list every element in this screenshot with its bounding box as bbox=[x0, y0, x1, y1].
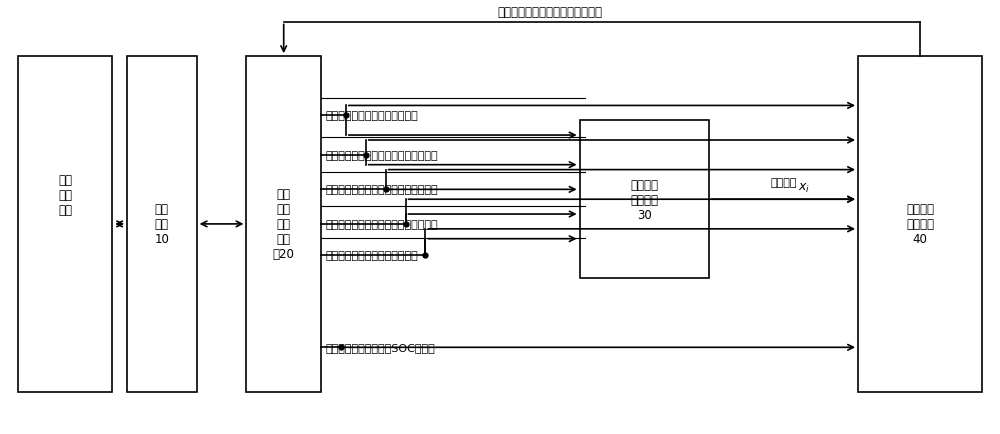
Text: 贪心算法
控制模块
30: 贪心算法 控制模块 30 bbox=[630, 178, 658, 221]
Bar bbox=[246, 57, 321, 392]
Text: 功率分配
控制模块
40: 功率分配 控制模块 40 bbox=[906, 203, 934, 246]
Text: 各锂电池储能机组可控状态信号: 各锂电池储能机组可控状态信号 bbox=[326, 111, 419, 121]
Text: 各储能机组的最大允许工作功率比例值: 各储能机组的最大允许工作功率比例值 bbox=[326, 220, 439, 230]
Text: 各锂电池储能机组电池SOC值信号: 各锂电池储能机组电池SOC值信号 bbox=[326, 342, 436, 352]
Bar bbox=[127, 57, 197, 392]
Bar bbox=[858, 57, 982, 392]
Text: 各锂电池储能机组最大允许放电功率值: 各锂电池储能机组最大允许放电功率值 bbox=[326, 151, 439, 161]
Bar bbox=[580, 121, 709, 279]
Text: 数据
存储
与管
理模
块20: 数据 存储 与管 理模 块20 bbox=[273, 188, 295, 261]
Text: 决策变量: 决策变量 bbox=[770, 178, 797, 188]
Text: 各锂电池储能机组功率命令值信号: 各锂电池储能机组功率命令值信号 bbox=[497, 6, 602, 19]
Text: 储能电站总功率实时需求值信号: 储能电站总功率实时需求值信号 bbox=[326, 251, 419, 261]
Text: 各锂电池储能机组最大允许充电功率值: 各锂电池储能机组最大允许充电功率值 bbox=[326, 185, 439, 195]
Text: $x_i$: $x_i$ bbox=[798, 182, 810, 195]
Bar bbox=[18, 57, 112, 392]
Text: 通讯
模块
10: 通讯 模块 10 bbox=[154, 203, 169, 246]
Text: 数据
通讯
网络: 数据 通讯 网络 bbox=[58, 174, 72, 216]
